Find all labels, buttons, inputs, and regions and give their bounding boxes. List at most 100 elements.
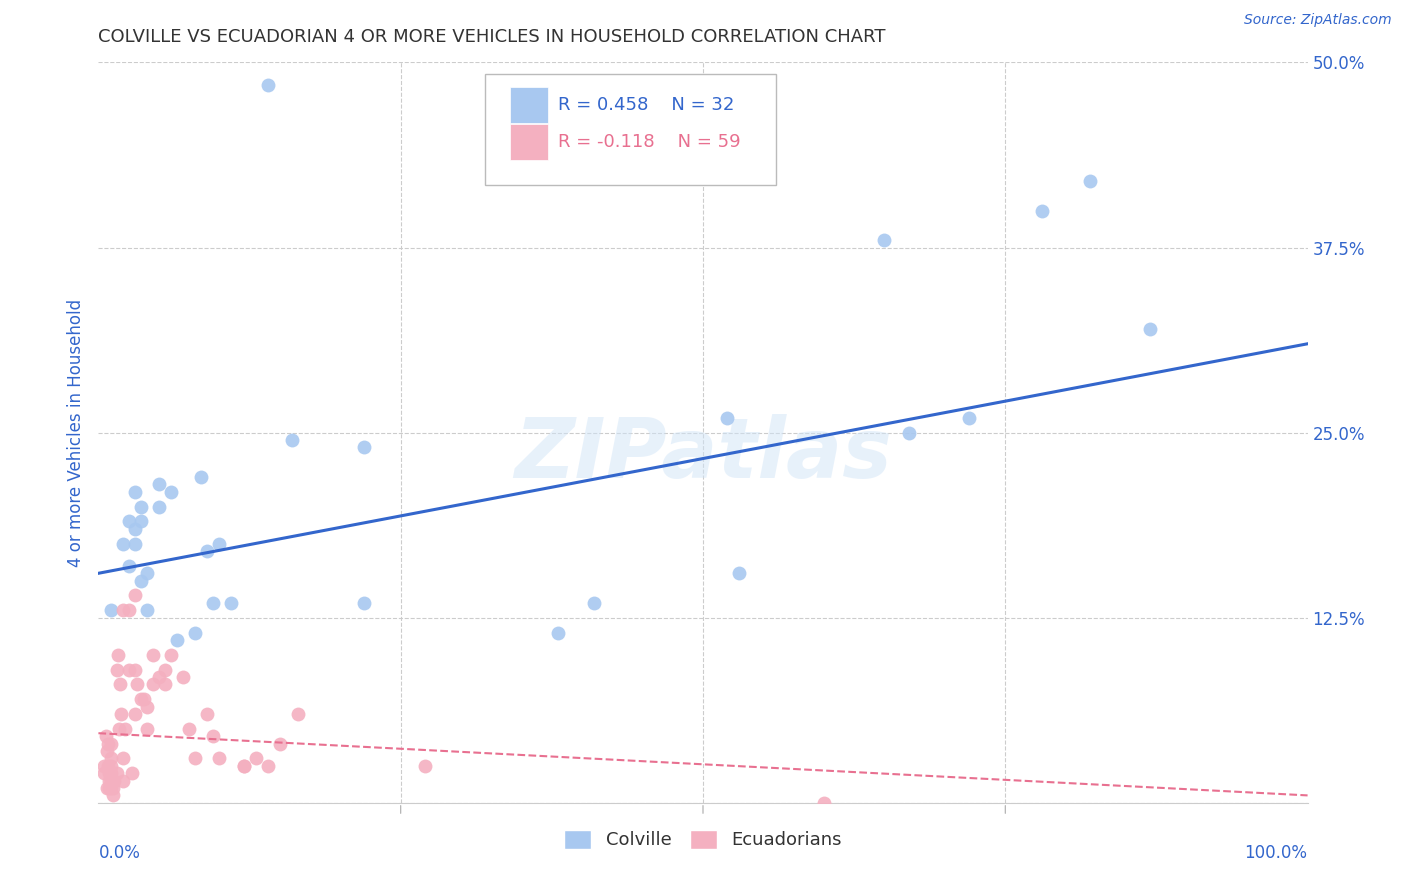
Point	[547, 625, 569, 640]
Point	[93, 766, 115, 780]
Y-axis label: 4 or more Vehicles in Household: 4 or more Vehicles in Household	[66, 299, 84, 566]
Point	[208, 751, 231, 765]
Point	[100, 737, 122, 751]
Point	[716, 410, 738, 425]
Point	[100, 603, 122, 617]
Point	[202, 596, 225, 610]
Point	[135, 603, 157, 617]
Point	[245, 751, 267, 765]
Point	[105, 766, 128, 780]
Point	[108, 677, 131, 691]
Point	[160, 484, 183, 499]
Point	[232, 758, 254, 772]
Point	[118, 603, 141, 617]
Point	[202, 729, 225, 743]
Point	[124, 522, 146, 536]
Text: R = -0.118    N = 59: R = -0.118 N = 59	[558, 133, 741, 151]
Point	[100, 758, 122, 772]
Point	[110, 706, 132, 721]
Point	[232, 758, 254, 772]
Point	[124, 663, 146, 677]
Point	[129, 692, 152, 706]
Point	[98, 773, 121, 788]
Text: 0.0%: 0.0%	[98, 844, 141, 862]
Point	[107, 648, 129, 662]
Point	[269, 737, 291, 751]
Point	[1031, 203, 1053, 218]
Point	[96, 780, 118, 795]
Point	[105, 663, 128, 677]
Point	[108, 722, 131, 736]
Text: 100.0%: 100.0%	[1244, 844, 1308, 862]
Point	[129, 515, 152, 529]
Point	[111, 603, 134, 617]
Point	[97, 758, 120, 772]
Point	[873, 233, 896, 247]
Point	[111, 536, 134, 550]
Point	[124, 589, 146, 603]
Point	[111, 751, 134, 765]
Text: R = 0.458    N = 32: R = 0.458 N = 32	[558, 96, 734, 114]
Point	[101, 780, 124, 795]
Point	[124, 706, 146, 721]
Point	[172, 670, 194, 684]
Point	[114, 722, 136, 736]
Point	[897, 425, 920, 440]
Point	[1078, 174, 1101, 188]
Point	[135, 566, 157, 581]
Point	[118, 663, 141, 677]
Point	[195, 706, 218, 721]
Point	[98, 780, 121, 795]
Point	[142, 677, 165, 691]
FancyBboxPatch shape	[485, 73, 776, 185]
Point	[195, 544, 218, 558]
Point	[190, 470, 212, 484]
Point	[127, 677, 149, 691]
Point	[93, 758, 115, 772]
Point	[160, 648, 183, 662]
Point	[813, 796, 835, 810]
Text: COLVILLE VS ECUADORIAN 4 OR MORE VEHICLES IN HOUSEHOLD CORRELATION CHART: COLVILLE VS ECUADORIAN 4 OR MORE VEHICLE…	[98, 28, 886, 45]
Point	[148, 670, 170, 684]
Point	[728, 566, 751, 581]
Point	[256, 78, 278, 92]
Point	[129, 574, 152, 588]
Point	[121, 766, 143, 780]
Point	[179, 722, 201, 736]
Point	[153, 663, 176, 677]
Point	[1139, 322, 1161, 336]
Point	[100, 766, 122, 780]
Point	[103, 773, 125, 788]
Legend: Colville, Ecuadorians: Colville, Ecuadorians	[557, 823, 849, 856]
Point	[100, 773, 122, 788]
FancyBboxPatch shape	[509, 124, 548, 161]
Point	[583, 596, 606, 610]
Point	[221, 596, 243, 610]
Point	[134, 692, 156, 706]
Point	[142, 648, 165, 662]
Point	[153, 677, 176, 691]
Point	[94, 729, 117, 743]
Point	[100, 780, 122, 795]
Point	[413, 758, 436, 772]
Point	[148, 500, 170, 514]
Point	[184, 751, 207, 765]
Point	[118, 515, 141, 529]
Text: ZIPatlas: ZIPatlas	[515, 414, 891, 495]
Point	[98, 766, 121, 780]
Point	[124, 536, 146, 550]
Point	[135, 699, 157, 714]
Point	[208, 536, 231, 550]
Point	[111, 773, 134, 788]
Point	[166, 632, 188, 647]
Point	[256, 758, 278, 772]
Point	[97, 737, 120, 751]
Point	[281, 433, 304, 447]
Point	[96, 744, 118, 758]
FancyBboxPatch shape	[509, 87, 548, 123]
Point	[135, 722, 157, 736]
Point	[287, 706, 309, 721]
Point	[118, 558, 141, 573]
Point	[353, 596, 375, 610]
Point	[148, 477, 170, 491]
